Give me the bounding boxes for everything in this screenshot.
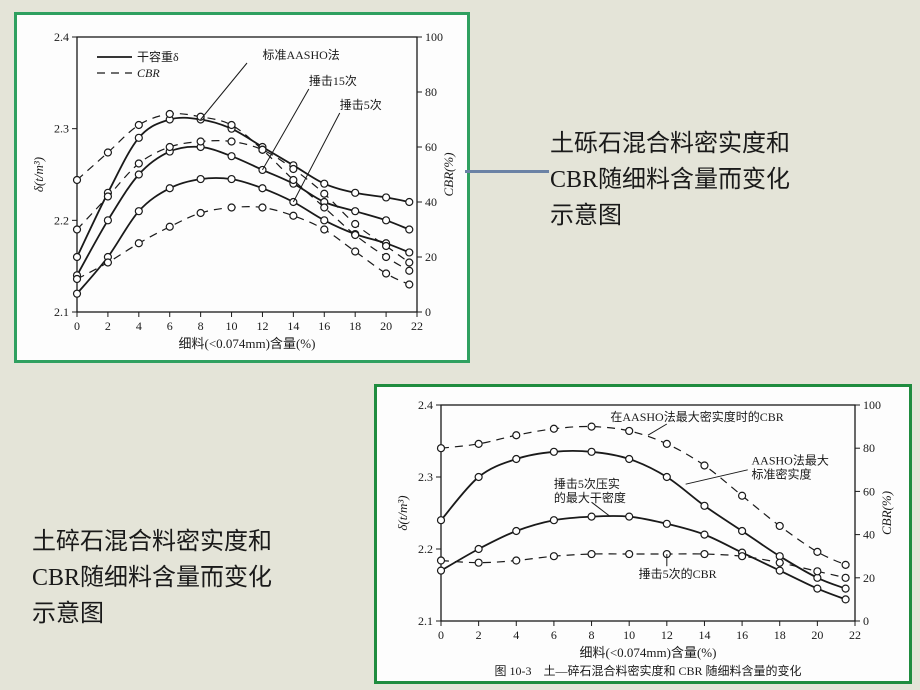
svg-text:12: 12	[661, 628, 673, 642]
svg-text:20: 20	[425, 250, 437, 264]
svg-text:2.1: 2.1	[418, 614, 433, 628]
svg-text:10: 10	[226, 319, 238, 333]
svg-text:60: 60	[863, 484, 875, 498]
svg-text:δ(t/m³): δ(t/m³)	[395, 495, 410, 530]
svg-text:18: 18	[349, 319, 361, 333]
svg-text:16: 16	[736, 628, 748, 642]
svg-text:18: 18	[774, 628, 786, 642]
svg-text:10: 10	[623, 628, 635, 642]
svg-text:捶击5次压实: 捶击5次压实	[554, 476, 620, 491]
svg-text:2.1: 2.1	[54, 305, 69, 319]
svg-text:12: 12	[256, 319, 268, 333]
svg-text:捶击15次: 捶击15次	[309, 74, 357, 88]
svg-text:20: 20	[811, 628, 823, 642]
svg-text:100: 100	[425, 30, 443, 44]
svg-text:CBR: CBR	[137, 66, 160, 80]
svg-text:的最大干密度: 的最大干密度	[554, 490, 626, 505]
svg-text:2.4: 2.4	[418, 398, 433, 412]
svg-text:2.4: 2.4	[54, 30, 69, 44]
svg-text:2: 2	[476, 628, 482, 642]
svg-text:0: 0	[863, 614, 869, 628]
svg-text:4: 4	[136, 319, 142, 333]
svg-text:2.2: 2.2	[418, 542, 433, 556]
chart-top-svg: 0 2 4 6 8 10 12 14 16 18 20 22 2.1 2.2 2.3 2.4 0 20 40 60 80…	[17, 15, 467, 360]
caption-bottom: 土碎石混合料密实度和 CBR随细料含量而变化 示意图	[32, 524, 352, 632]
svg-text:6: 6	[551, 628, 557, 642]
svg-text:100: 100	[863, 398, 881, 412]
svg-text:60: 60	[425, 140, 437, 154]
svg-text:捶击5次: 捶击5次	[340, 98, 382, 112]
svg-text:6: 6	[167, 319, 173, 333]
svg-text:80: 80	[863, 441, 875, 455]
svg-text:20: 20	[380, 319, 392, 333]
svg-text:2: 2	[105, 319, 111, 333]
svg-text:0: 0	[438, 628, 444, 642]
svg-text:14: 14	[287, 319, 299, 333]
svg-text:40: 40	[863, 528, 875, 542]
svg-text:4: 4	[513, 628, 519, 642]
svg-text:0: 0	[74, 319, 80, 333]
svg-text:标准密实度: 标准密实度	[752, 467, 812, 482]
svg-text:80: 80	[425, 85, 437, 99]
svg-text:细料(<0.074mm)含量(%): 细料(<0.074mm)含量(%)	[179, 336, 316, 351]
svg-text:14: 14	[698, 628, 710, 642]
svg-text:细料(<0.074mm)含量(%): 细料(<0.074mm)含量(%)	[580, 645, 717, 660]
svg-text:2.3: 2.3	[54, 122, 69, 136]
svg-text:22: 22	[849, 628, 861, 642]
svg-text:40: 40	[425, 195, 437, 209]
svg-text:8: 8	[589, 628, 595, 642]
svg-text:捶击5次的CBR: 捶击5次的CBR	[639, 566, 717, 581]
svg-text:图 10-3 土—碎石混合料密实度和 CBR 随细料含量的变: 图 10-3 土—碎石混合料密实度和 CBR 随细料含量的变化	[494, 663, 801, 678]
svg-text:δ(t/m³): δ(t/m³)	[31, 157, 46, 192]
svg-text:CBR(%): CBR(%)	[879, 491, 894, 535]
svg-text:22: 22	[411, 319, 423, 333]
chart-bottom: 0 2 4 6 8 10 12 14 16 18 20 22 2.1 2.2 2.3 2.4 0 20 40 60 80…	[374, 384, 912, 684]
svg-text:AASHO法最大: AASHO法最大	[752, 454, 829, 468]
svg-text:CBR(%): CBR(%)	[441, 152, 456, 196]
svg-text:标准AASHO法: 标准AASHO法	[262, 48, 339, 62]
svg-text:16: 16	[318, 319, 330, 333]
connector-line	[465, 170, 549, 173]
svg-text:在AASHO法最大密实度时的CBR: 在AASHO法最大密实度时的CBR	[610, 409, 783, 424]
svg-text:2.2: 2.2	[54, 213, 69, 227]
slide: 02468101214161820222.12.22.32.4020406080…	[0, 0, 920, 690]
svg-text:2.3: 2.3	[418, 470, 433, 484]
chart-top: 0 2 4 6 8 10 12 14 16 18 20 22 2.1 2.2 2.3 2.4 0 20 40 60 80…	[14, 12, 470, 363]
caption-top: 土砾石混合料密实度和 CBR随细料含量而变化 示意图	[550, 126, 890, 234]
svg-text:干容重δ: 干容重δ	[137, 49, 179, 64]
svg-text:0: 0	[425, 305, 431, 319]
svg-text:8: 8	[198, 319, 204, 333]
chart-bottom-svg: 0 2 4 6 8 10 12 14 16 18 20 22 2.1 2.2 2.3 2.4 0 20 40 60 80…	[377, 387, 909, 681]
svg-text:20: 20	[863, 571, 875, 585]
